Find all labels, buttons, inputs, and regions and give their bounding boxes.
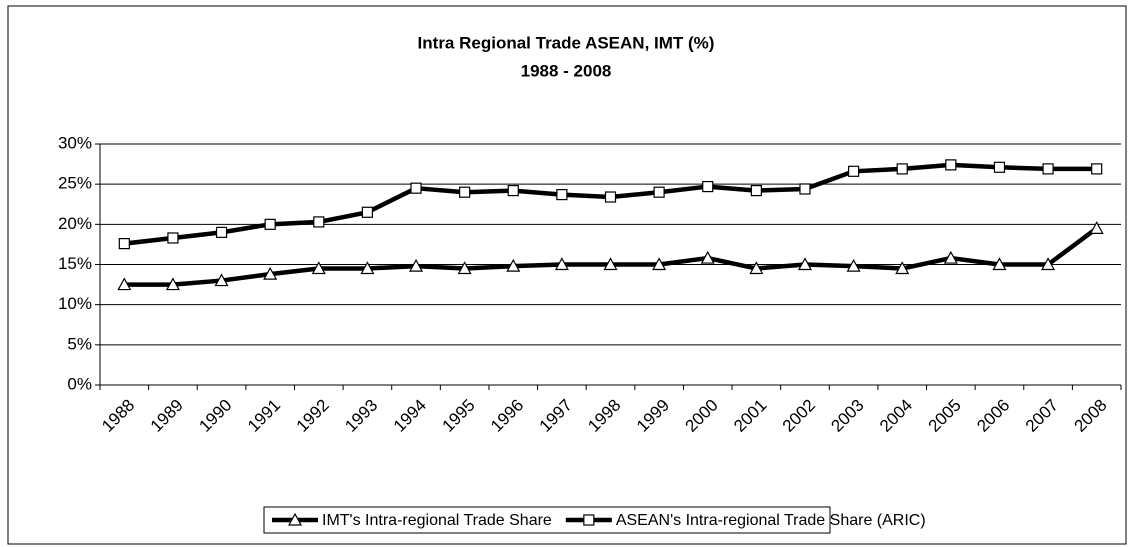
y-tick-label: 20% bbox=[58, 214, 92, 233]
data-point bbox=[1041, 257, 1056, 271]
data-point bbox=[700, 250, 715, 264]
data-point bbox=[459, 186, 471, 198]
data-point bbox=[1089, 221, 1104, 234]
data-point bbox=[506, 258, 521, 272]
data-point bbox=[556, 189, 568, 201]
data-point bbox=[313, 216, 325, 228]
data-point bbox=[554, 257, 569, 271]
data-point bbox=[992, 257, 1007, 271]
data-point bbox=[749, 261, 764, 275]
data-point bbox=[214, 273, 229, 287]
legend-label: ASEAN's Intra-regional Trade Share (ARIC… bbox=[616, 512, 926, 529]
y-tick-label: 5% bbox=[67, 334, 92, 353]
y-tick-label: 15% bbox=[58, 254, 92, 273]
data-point bbox=[409, 258, 424, 272]
data-point bbox=[945, 159, 957, 171]
data-point bbox=[263, 266, 278, 280]
data-point bbox=[215, 226, 228, 238]
data-point bbox=[750, 184, 762, 197]
y-tick-label: 25% bbox=[58, 174, 92, 193]
data-point bbox=[847, 165, 860, 177]
data-point bbox=[702, 180, 714, 193]
chart-border bbox=[7, 5, 1127, 545]
data-point bbox=[1042, 163, 1054, 175]
data-point bbox=[846, 258, 861, 272]
data-point bbox=[943, 250, 958, 264]
data-point bbox=[117, 277, 132, 291]
data-point bbox=[652, 257, 667, 271]
data-point bbox=[895, 261, 910, 275]
legend-marker bbox=[583, 514, 595, 526]
data-point bbox=[165, 277, 180, 291]
legend-marker bbox=[287, 512, 303, 526]
data-point bbox=[361, 206, 374, 218]
data-point bbox=[603, 257, 618, 271]
data-point bbox=[167, 232, 179, 244]
data-point bbox=[993, 161, 1006, 173]
chart-subtitle: 1988 - 2008 bbox=[521, 61, 612, 80]
data-point bbox=[653, 186, 665, 198]
data-point bbox=[264, 218, 276, 230]
data-point bbox=[360, 261, 375, 275]
legend-label: IMT's Intra-regional Trade Share bbox=[322, 512, 552, 529]
data-point bbox=[457, 261, 472, 275]
data-point bbox=[410, 182, 422, 194]
y-tick-label: 0% bbox=[67, 374, 92, 393]
data-point bbox=[896, 163, 908, 175]
y-tick-label: 30% bbox=[58, 133, 92, 152]
data-point bbox=[507, 184, 519, 197]
legend-box bbox=[263, 506, 831, 534]
data-point bbox=[799, 183, 811, 195]
data-point bbox=[604, 191, 617, 203]
data-point bbox=[1091, 163, 1103, 175]
data-point bbox=[797, 257, 812, 271]
data-point bbox=[311, 261, 326, 275]
data-point bbox=[118, 238, 130, 250]
chart-title: Intra Regional Trade ASEAN, IMT (%) bbox=[418, 33, 715, 52]
y-tick-label: 10% bbox=[58, 294, 92, 313]
